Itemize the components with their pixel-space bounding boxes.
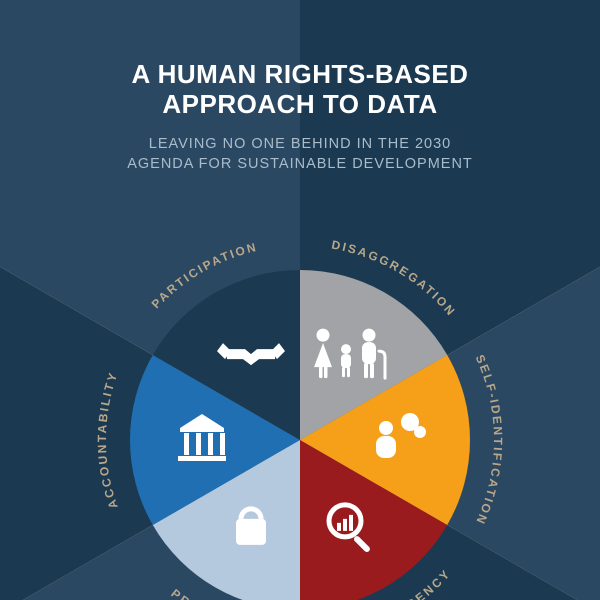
page-title: A HUMAN RIGHTS-BASED APPROACH TO DATA [50, 60, 550, 120]
title-line-2: APPROACH TO DATA [50, 90, 550, 120]
slice-label: ACCOUNTABILITY [95, 369, 121, 510]
subtitle-line-2: AGENDA FOR SUSTAINABLE DEVELOPMENT [50, 154, 550, 174]
header: A HUMAN RIGHTS-BASED APPROACH TO DATA LE… [0, 60, 600, 174]
slice-label: SELF-IDENTIFICATION [473, 353, 505, 528]
title-line-1: A HUMAN RIGHTS-BASED [50, 60, 550, 90]
subtitle-line-1: LEAVING NO ONE BEHIND IN THE 2030 [50, 134, 550, 154]
principles-wheel: DISAGGREGATIONSELF-IDENTIFICATIONTRANSPA… [80, 220, 520, 600]
page-subtitle: LEAVING NO ONE BEHIND IN THE 2030 AGENDA… [50, 134, 550, 175]
